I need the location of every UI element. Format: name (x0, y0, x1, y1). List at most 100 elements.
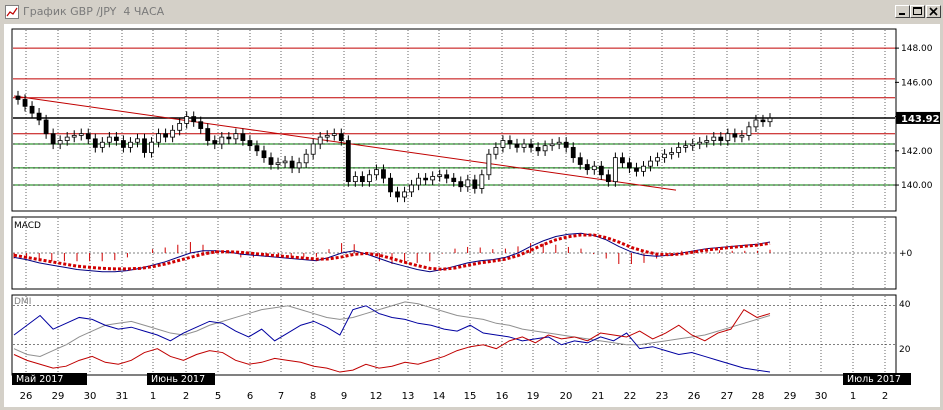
candle-down (620, 157, 625, 164)
candle-down (423, 177, 429, 181)
close-button[interactable] (926, 5, 941, 18)
candle-down (205, 128, 211, 141)
candle-down (584, 164, 590, 171)
candle-down (605, 174, 611, 183)
month-label: Июнь 2017 (151, 374, 205, 385)
candle-down (22, 99, 28, 107)
candle-down (732, 133, 738, 138)
candle-down (289, 160, 295, 169)
candle-up (170, 129, 176, 138)
date-label: 1 (150, 391, 156, 402)
candle-up (416, 177, 421, 186)
candle-up (402, 191, 407, 198)
candle-up (310, 143, 316, 155)
date-label: 8 (310, 391, 316, 402)
dmi-minus-line (13, 305, 771, 373)
candle-down (240, 133, 246, 141)
date-label: 1 (850, 391, 856, 402)
candle-down (577, 157, 583, 165)
candle-up (739, 135, 745, 138)
month-label-box (843, 373, 911, 385)
month-label: Июль 2017 (847, 374, 901, 385)
candle-up (99, 141, 105, 148)
dmi-plus-line (13, 308, 771, 373)
date-label: 2 (183, 391, 189, 402)
window-title: График GBP /JPY 4 ЧАСА (23, 5, 165, 18)
month-label: Май 2017 (16, 374, 63, 385)
candle-down (113, 136, 119, 141)
date-label: 29 (784, 391, 797, 402)
macd-zero-label: +0 (899, 249, 913, 259)
candle-up (612, 157, 618, 183)
candle-down (563, 141, 569, 148)
candle-up (324, 135, 330, 138)
candle-up (177, 123, 183, 131)
candle-down (514, 143, 520, 148)
candle-up (296, 162, 302, 169)
minimize-button[interactable] (895, 5, 910, 18)
candle-down (338, 133, 344, 141)
candle-down (198, 121, 204, 129)
date-label: 13 (402, 391, 415, 402)
date-label: 28 (752, 391, 765, 402)
date-label: 21 (592, 391, 605, 402)
candle-down (458, 181, 464, 188)
candle-down (570, 146, 576, 159)
candle-up (746, 126, 752, 136)
candle-down (451, 177, 457, 183)
candle-down (163, 133, 168, 138)
candle-down (345, 140, 351, 183)
candle-down (50, 133, 56, 145)
macd-panel: MACD +0 (11, 216, 913, 290)
candle-up (556, 141, 562, 145)
date-axis: 26 29 30 31 1 2 5 6 7 8 9 12 13 14 15 16 19 20 21 22 23 26 27 2… (12, 373, 911, 402)
date-label: 31 (116, 391, 129, 402)
candle-up (549, 143, 555, 147)
candle-down (191, 116, 197, 123)
candle-up (542, 145, 548, 152)
candle-up (156, 133, 161, 143)
candle-down (634, 167, 639, 172)
date-label: 22 (624, 391, 637, 402)
dmi-label: DMI (14, 297, 31, 307)
candle-up (71, 135, 77, 138)
candle-down (528, 143, 534, 148)
candle-down (15, 95, 21, 100)
candle-down (359, 176, 365, 183)
date-label: 19 (527, 391, 540, 402)
date-label: 12 (370, 391, 383, 402)
candle-down (92, 138, 98, 148)
title-bar[interactable]: График GBP /JPY 4 ЧАСА (2, 2, 941, 21)
candle-up (219, 136, 225, 145)
maximize-button[interactable] (910, 5, 925, 18)
dmi-level-40: 40 (899, 300, 911, 310)
candle-up (648, 160, 653, 167)
dmi-level-20: 20 (899, 345, 911, 355)
current-price-label: 143.92 (901, 114, 940, 125)
candle-up (352, 176, 358, 183)
candle-up (486, 153, 492, 176)
candle-up (711, 136, 717, 141)
candle-up (78, 133, 84, 136)
date-label: 14 (433, 391, 446, 402)
candle-up (437, 174, 443, 177)
month-label-box (12, 373, 87, 385)
candle-up (683, 145, 689, 148)
candle-down (627, 162, 632, 169)
candle-up (465, 179, 471, 188)
candle-down (472, 179, 478, 189)
date-label: 30 (84, 391, 97, 402)
current-price-box (896, 111, 940, 124)
date-label: 23 (656, 391, 669, 402)
candle-down (254, 145, 260, 152)
candle-up (704, 140, 710, 143)
candle-up (106, 136, 112, 143)
candle-up (479, 174, 485, 189)
maximize-icon (913, 7, 922, 15)
date-label: 2 (882, 391, 888, 402)
candle-down (395, 191, 400, 198)
candle-up (275, 162, 281, 165)
